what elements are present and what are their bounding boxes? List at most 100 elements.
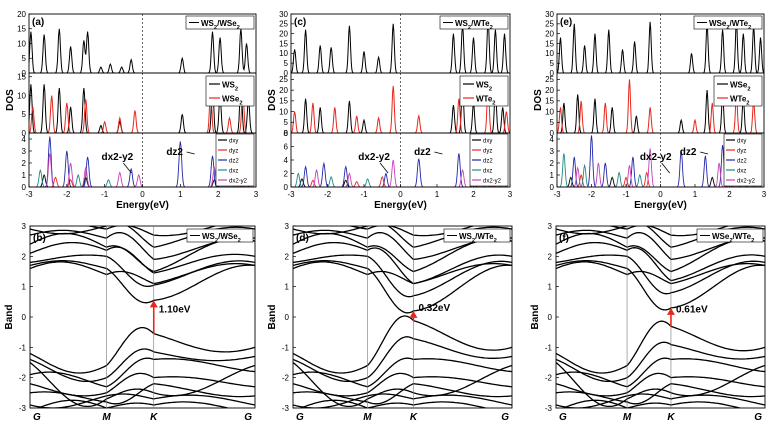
valence-band (556, 393, 765, 408)
conduction-band (30, 254, 255, 288)
panel-label: (d) (296, 233, 309, 244)
k-point-label: G (244, 412, 252, 423)
k-point-label: G (754, 412, 762, 423)
legend-element-label: WSe2 (222, 95, 243, 107)
conduction-band (30, 241, 255, 274)
x-axis-label: Energy(eV) (374, 200, 427, 211)
y-tick-label: 15 (545, 97, 554, 106)
x-tick-label: -3 (287, 190, 295, 199)
legend-orbital-label: dxz (483, 169, 492, 175)
y-tick-label: 2 (22, 159, 27, 168)
y-tick-label: 10 (17, 91, 26, 100)
conduction-band (556, 254, 765, 295)
legend-orbital-label: dx2-y2 (737, 179, 756, 185)
legend-box (713, 75, 763, 107)
x-tick-label: -2 (588, 190, 596, 199)
formula-part: WTe (476, 95, 493, 104)
y-tick-label: 0 (284, 129, 289, 138)
y-tick-label: 20 (17, 10, 26, 19)
y-tick-label: 8 (284, 129, 289, 138)
y-tick-label: 5 (22, 110, 27, 119)
valence-band (293, 315, 512, 374)
y-tick-label: -2 (282, 374, 290, 383)
legend-total-label: WS2/WSe2 (201, 19, 240, 31)
band-gap-label: 0.32eV (418, 303, 450, 314)
x-tick-label: -1 (101, 190, 109, 199)
conduction-band (293, 254, 512, 298)
y-tick-label: 25 (545, 20, 554, 29)
y-tick-label: 25 (279, 20, 288, 29)
legend-orbital-label: dxz (229, 169, 238, 175)
y-tick-label: 10 (17, 39, 26, 48)
legend-orbital-label: dz2 (229, 159, 239, 165)
y-tick-label: 2 (284, 169, 289, 178)
y-tick-label: 1 (22, 283, 27, 292)
valence-band (561, 399, 743, 408)
formula-part: WSe (709, 19, 727, 28)
annotation-dx2-y2: dx2-y2 (640, 152, 672, 163)
annotation-arrow (379, 162, 389, 174)
legend-orbital-label: dxy (737, 139, 746, 145)
legend-orbital-label: dyz (483, 149, 492, 155)
k-point-label: M (363, 412, 372, 423)
y-tick-label: -3 (282, 404, 290, 413)
legend-orbital-label: dxy (483, 139, 492, 145)
x-tick-label: -3 (25, 190, 33, 199)
legend-orbital-label: dz2 (483, 159, 493, 165)
y-tick-label: 10 (545, 107, 554, 116)
legend-element-label: WSe2 (730, 81, 751, 93)
panel-label: (c) (294, 17, 306, 28)
legend-orbital-label: dx2-y2 (483, 179, 502, 185)
valence-band (556, 372, 765, 397)
annotation-arrow (434, 151, 443, 155)
y-tick-label: 30 (279, 10, 288, 19)
y-tick-label: 30 (545, 10, 554, 19)
y-tick-label: 0 (284, 183, 289, 192)
gap-arrow-head (149, 300, 158, 308)
y-tick-label: 15 (279, 39, 288, 48)
y-tick-label: 4 (550, 135, 555, 144)
band-lines (30, 226, 255, 408)
y-tick-label: 3 (22, 147, 27, 156)
formula-part: WS (222, 81, 236, 90)
conduction-band (30, 261, 255, 285)
valence-band (299, 399, 489, 408)
y-tick-label: 5 (22, 54, 27, 63)
legend-element-label: WTe2 (730, 95, 750, 107)
x-tick-label: 1 (178, 190, 183, 199)
formula-part: WTe (730, 95, 747, 104)
y-axis-label: Band (267, 305, 278, 330)
y-tick-label: 20 (545, 86, 554, 95)
y-axis-label: DOS (267, 89, 278, 111)
x-tick-label: -2 (324, 190, 332, 199)
legend-band-label: WS2/WTe2 (459, 232, 497, 244)
y-tick-label: 5 (550, 118, 555, 127)
y-tick-label: 5 (284, 59, 289, 68)
panel-label: (b) (33, 233, 46, 244)
legend-box (205, 75, 255, 107)
x-axis-label: Energy(eV) (634, 200, 687, 211)
y-tick-label: 15 (545, 39, 554, 48)
legend-total-label: WSe2/WTe2 (709, 19, 751, 31)
legend-element-label: WTe2 (476, 95, 496, 107)
k-point-label: K (410, 412, 418, 423)
y-tick-label: 3 (550, 147, 555, 156)
formula-part: 2 (238, 238, 241, 244)
formula-part: 2 (490, 25, 493, 31)
x-tick-label: 2 (727, 190, 732, 199)
y-tick-label: 2 (548, 252, 553, 261)
conduction-band (293, 261, 512, 285)
x-tick-label: -1 (360, 190, 368, 199)
legend-band-label: WSe2/WTe2 (712, 232, 754, 244)
panel-label: (a) (32, 17, 44, 28)
legend-box (693, 15, 763, 30)
y-tick-label: 0 (550, 129, 555, 138)
y-tick-label: 3 (285, 222, 290, 231)
annotation-arrow (186, 151, 195, 155)
panel-label: (f) (559, 233, 569, 244)
formula-part: /WTe (475, 232, 494, 241)
